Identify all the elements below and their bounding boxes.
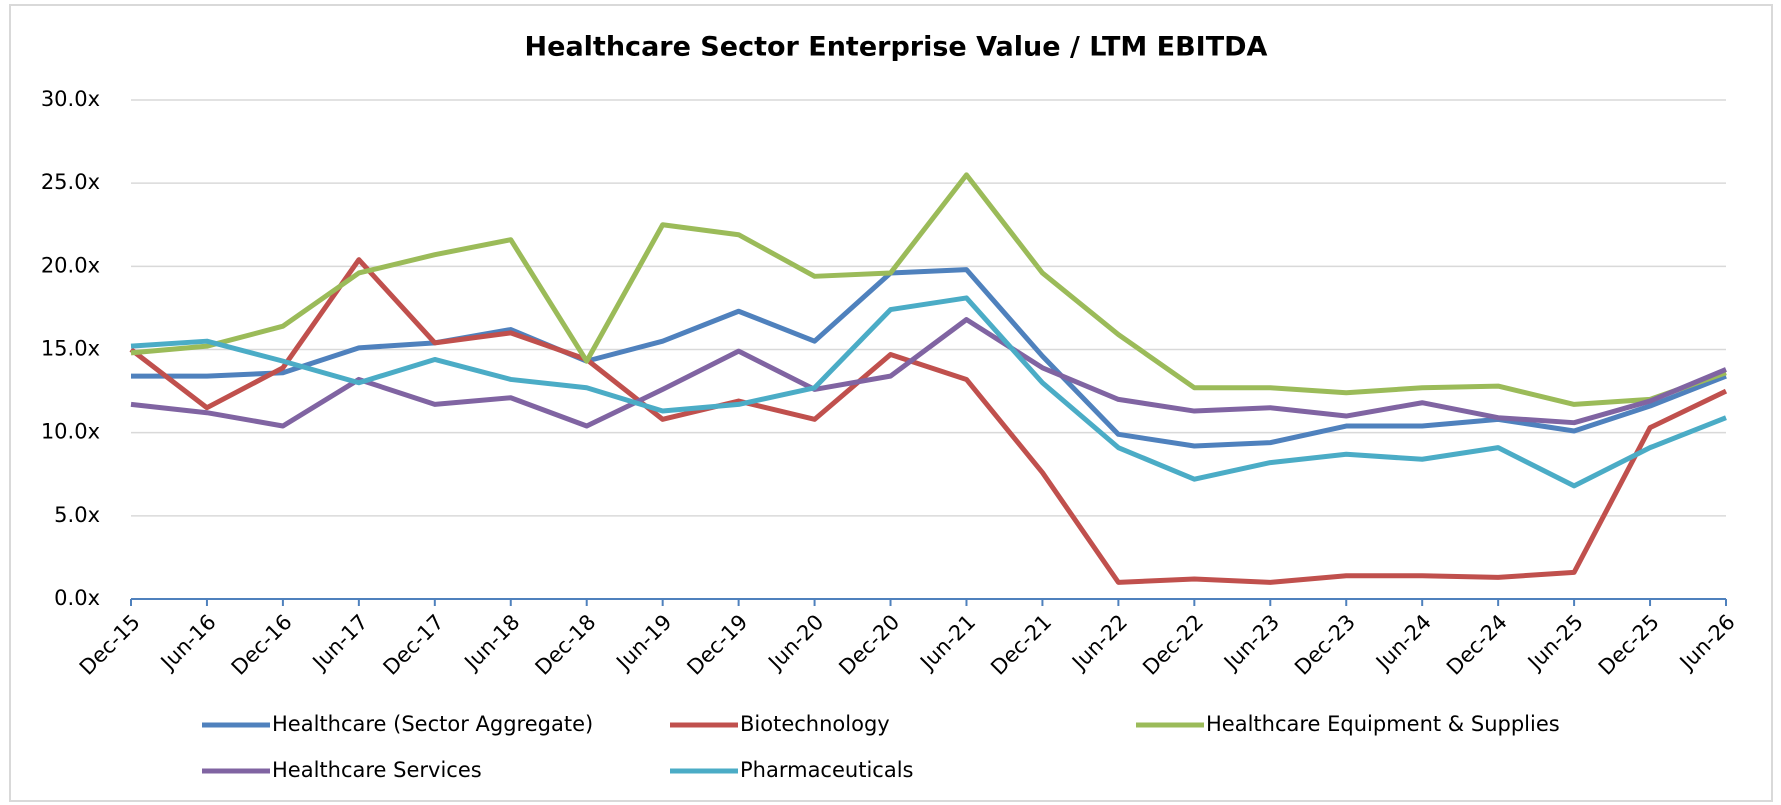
chart-border [9,4,1773,802]
y-tick-label: 10.0x [41,420,100,444]
y-tick-label: 0.0x [54,586,100,610]
chart-title: Healthcare Sector Enterprise Value / LTM… [525,32,1268,63]
y-tick-label: 15.0x [41,337,100,361]
series-line [130,172,1727,407]
legend-label: Healthcare Services [272,758,482,782]
legend-label: Healthcare (Sector Aggregate) [272,712,593,736]
legend-label: Biotechnology [740,712,890,736]
series-line [130,317,1727,429]
series-line [130,295,1727,489]
series-line [129,257,1728,585]
y-tick-label: 20.0x [41,253,100,277]
y-tick-label: 5.0x [54,503,100,527]
series-line [131,267,1727,449]
legend-label: Healthcare Equipment & Supplies [1206,712,1560,736]
y-tick-label: 25.0x [41,170,100,194]
y-tick-label: 30.0x [41,87,100,111]
legend-label: Pharmaceuticals [740,758,913,782]
